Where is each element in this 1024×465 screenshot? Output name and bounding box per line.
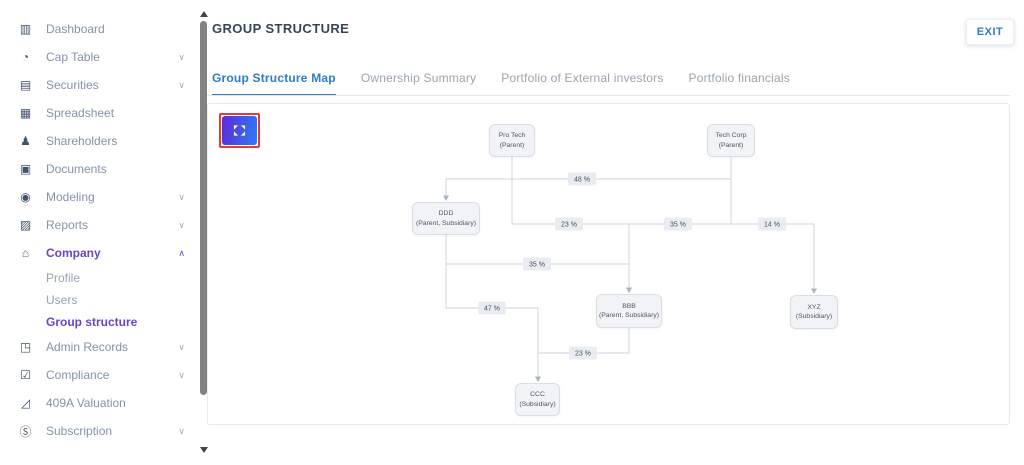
edge-percentage-label: 23 %: [569, 346, 597, 360]
sidebar-item-label: Documents: [46, 162, 107, 176]
edge-percentage-label: 23 %: [555, 217, 583, 231]
edge-percentage-label: 35 %: [523, 257, 551, 271]
409a-valuation-icon: ◿: [20, 396, 31, 410]
svg-text:23 %: 23 %: [575, 351, 591, 358]
sidebar-item-users[interactable]: Users: [0, 289, 199, 311]
sidebar-item-spreadsheet[interactable]: ▦ Spreadsheet: [0, 99, 199, 127]
shareholders-icon: ♟: [20, 134, 31, 148]
sidebar-item-dashboard[interactable]: ▥ Dashboard: [0, 15, 199, 43]
chevron-down-icon: ∨: [178, 369, 185, 380]
sidebar-item-compliance[interactable]: ☑ Compliance ∨: [0, 361, 199, 389]
svg-text:35 %: 35 %: [529, 262, 545, 269]
sidebar-item-label: Modeling: [46, 190, 95, 204]
chevron-down-icon: ∨: [178, 219, 185, 230]
sidebar-item-label: Reports: [46, 218, 89, 232]
svg-text:23 %: 23 %: [561, 222, 577, 229]
sidebar-item-label: Compliance: [46, 368, 110, 382]
sidebar-item-label: Dashboard: [46, 22, 105, 36]
svg-text:48 %: 48 %: [574, 177, 590, 184]
chevron-down-icon: ∨: [178, 191, 185, 202]
sidebar-item-shareholders[interactable]: ♟ Shareholders: [0, 127, 199, 155]
sidebar: ▥ Dashboard ◔ Cap Table ∨ ▤ Securities ∨ ▦ Spread…: [0, 0, 199, 465]
diagram-node-label: DDD (Parent, Subsidiary): [415, 210, 477, 227]
sidebar-item-label: Securities: [46, 78, 99, 92]
tabs: Group Structure Map Ownership Summary Port…: [212, 71, 790, 96]
documents-icon: ▣: [19, 162, 32, 176]
diagram-node-label: XYZ (Subsidiary): [795, 303, 833, 320]
edge-percentage-label: 48 %: [568, 172, 596, 186]
securities-icon: ▤: [19, 78, 32, 92]
chevron-down-icon: ∨: [178, 51, 185, 62]
page-title: GROUP STRUCTURE: [212, 21, 350, 36]
sidebar-item-profile[interactable]: Profile: [0, 267, 199, 289]
sidebar-item-label: Cap Table: [46, 50, 100, 64]
sidebar-item-securities[interactable]: ▤ Securities ∨: [0, 71, 199, 99]
tab-portfolio-of-external-investors[interactable]: Portfolio of External investors: [501, 71, 664, 85]
diagram-node-ccc[interactable]: CCC (Subsidiary): [515, 383, 560, 416]
edge-percentage-label: 47 %: [478, 301, 506, 315]
sidebar-item-label: Spreadsheet: [46, 106, 115, 120]
modeling-icon: ◉: [20, 190, 31, 204]
reports-icon: ▨: [19, 218, 32, 232]
sidebar-item-label: Subscription: [46, 424, 113, 438]
diagram-node-label: CCC (Subsidiary): [519, 391, 556, 408]
tab-portfolio-financials[interactable]: Portfolio financials: [688, 71, 790, 85]
diagram-svg: 48 % 23 % 35 % 14 % 35 % 47 % 23 %: [443, 157, 817, 382]
sidebar-item-label: Shareholders: [46, 134, 118, 148]
sidebar-item-label: Users: [46, 293, 78, 307]
sidebar-item-modeling[interactable]: ◉ Modeling ∨: [0, 183, 199, 211]
tab-group-structure-map[interactable]: Group Structure Map: [212, 71, 336, 96]
svg-text:47 %: 47 %: [484, 306, 500, 313]
sidebar-item-reports[interactable]: ▨ Reports ∨: [0, 211, 199, 239]
exit-button[interactable]: EXIT: [966, 19, 1014, 45]
diagram-node-label: Tech Corp (Parent): [715, 132, 747, 149]
fullscreen-button[interactable]: [222, 116, 257, 145]
sidebar-item-company[interactable]: ⌂ Company ∧: [0, 239, 199, 267]
diagram-panel: 48 % 23 % 35 % 14 % 35 % 47 % 23 % Pro Tech (P…: [207, 103, 1010, 425]
sidebar-item-label: Admin Records: [46, 340, 129, 354]
chevron-down-icon: ∨: [178, 425, 185, 436]
scroll-down-icon[interactable]: [200, 447, 208, 453]
sidebar-item-documents[interactable]: ▣ Documents: [0, 155, 199, 183]
tab-ownership-summary[interactable]: Ownership Summary: [360, 71, 477, 85]
sidebar-scrollbar[interactable]: [199, 0, 209, 465]
spreadsheet-icon: ▦: [19, 106, 32, 120]
diagram-node-xyz[interactable]: XYZ (Subsidiary): [790, 295, 838, 329]
sidebar-item-label: Profile: [46, 271, 81, 285]
edge-percentage-label: 14 %: [758, 217, 786, 231]
sidebar-item-409a-valuation[interactable]: ◿ 409A Valuation: [0, 389, 199, 417]
sidebar-item-label: Group structure: [46, 315, 138, 329]
svg-text:35 %: 35 %: [670, 222, 686, 229]
compliance-icon: ☑: [20, 368, 31, 382]
diagram-node-label: BBB (Parent, Subsidiary): [598, 302, 660, 319]
sidebar-item-group-structure[interactable]: Group structure: [0, 311, 199, 333]
chevron-up-icon: ∧: [178, 247, 185, 258]
scrollbar-thumb[interactable]: [200, 21, 207, 395]
sidebar-item-subscription[interactable]: Ⓢ Subscription ∨: [0, 417, 199, 445]
fullscreen-button-highlight: [219, 113, 260, 148]
diagram-node-label: Pro Tech (Parent): [498, 132, 526, 149]
svg-text:14 %: 14 %: [764, 222, 780, 229]
sidebar-item-label: 409A Valuation: [46, 396, 126, 410]
chevron-down-icon: ∨: [178, 79, 185, 90]
subscription-icon: Ⓢ: [19, 424, 32, 439]
expand-icon: [233, 125, 246, 136]
sidebar-item-label: Company: [46, 246, 101, 260]
company-icon: ⌂: [21, 246, 30, 260]
scroll-up-icon[interactable]: [200, 11, 208, 17]
sidebar-item-cap-table[interactable]: ◔ Cap Table ∨: [0, 43, 199, 71]
diagram-node-ddd[interactable]: DDD (Parent, Subsidiary): [412, 202, 480, 235]
diagram-node-tech-corp[interactable]: Tech Corp (Parent): [707, 124, 755, 157]
tabs-divider: [207, 95, 1010, 96]
diagram-node-pro-tech[interactable]: Pro Tech (Parent): [489, 124, 535, 157]
chevron-down-icon: ∨: [178, 341, 185, 352]
edge-percentage-label: 35 %: [664, 217, 692, 231]
diagram-node-bbb[interactable]: BBB (Parent, Subsidiary): [596, 294, 662, 328]
admin-records-icon: ◳: [19, 340, 32, 354]
cap-table-icon: ◔: [21, 50, 30, 64]
dashboard-icon: ▥: [19, 22, 32, 36]
sidebar-item-admin-records[interactable]: ◳ Admin Records ∨: [0, 333, 199, 361]
